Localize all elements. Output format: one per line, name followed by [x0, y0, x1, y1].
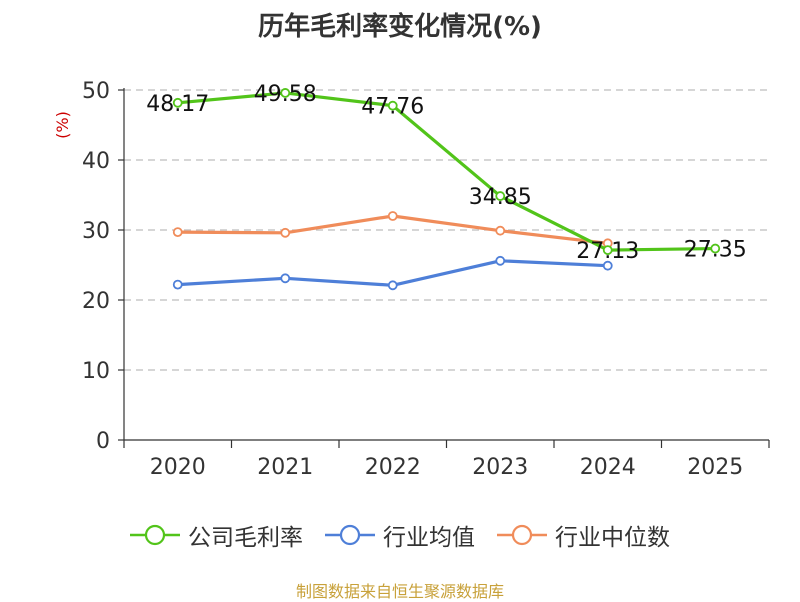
x-tick-label: 2022	[365, 455, 421, 480]
data-label: 49.58	[254, 82, 317, 107]
data-point	[495, 225, 506, 236]
data-point	[280, 273, 291, 284]
legend-item[interactable]: 行业均值	[325, 518, 475, 552]
legend-item[interactable]: 公司毛利率	[130, 518, 303, 552]
data-point	[172, 97, 183, 108]
legend-line-marker-icon	[497, 524, 547, 546]
legend-swatch-circle	[511, 524, 533, 546]
data-point	[495, 191, 506, 201]
y-tick-label: 50	[82, 79, 110, 104]
series	[172, 88, 721, 291]
legend-line-marker-icon	[325, 524, 375, 546]
y-tick-label: 40	[82, 149, 110, 174]
y-tick-label: 20	[82, 289, 110, 314]
data-point	[387, 100, 398, 111]
data-labels: 48.17 49.58 47.76 34.85 27.13 27.35	[146, 82, 746, 264]
data-label: 27.35	[684, 238, 747, 263]
legend-label: 行业中位数	[555, 525, 670, 551]
legend-label: 行业均值	[383, 525, 475, 551]
x-tick-label: 2021	[257, 455, 313, 480]
y-tick-label: 10	[82, 359, 110, 384]
grid-lines	[124, 89, 769, 371]
chart-title: 历年毛利率变化情况(%)	[258, 12, 542, 42]
legend-swatch-circle	[339, 524, 361, 546]
data-point	[172, 279, 183, 290]
data-point	[710, 243, 721, 254]
data-point	[280, 227, 291, 238]
data-point	[602, 260, 613, 271]
x-tick-label: 2023	[472, 455, 528, 480]
x-tick-label: 2024	[580, 455, 636, 480]
legend: 公司毛利率 行业均值 行业中位数	[0, 518, 800, 552]
x-tick-label: 2020	[150, 455, 206, 480]
data-label: 48.17	[146, 92, 209, 117]
data-point	[387, 280, 398, 291]
y-tick-label: 30	[82, 219, 110, 244]
data-point	[602, 245, 613, 255]
legend-item[interactable]: 行业中位数	[497, 518, 670, 552]
legend-swatch-circle	[144, 524, 166, 546]
data-point	[495, 255, 506, 266]
data-point	[172, 227, 183, 238]
y-axis-label: (%)	[53, 111, 72, 139]
axes: 0 10 20 30 40 50 2020 2021 2022 2023 2024 2025	[82, 79, 770, 480]
series-line	[177, 91, 716, 252]
data-label: 47.76	[361, 95, 424, 120]
source-note: 制图数据来自恒生聚源数据库	[295, 582, 504, 601]
legend-line-marker-icon	[130, 524, 180, 546]
y-tick-label: 0	[96, 429, 110, 454]
data-point	[387, 211, 398, 221]
data-label: 34.85	[469, 185, 532, 210]
data-label: 27.13	[576, 239, 639, 264]
x-tick-label: 2025	[687, 455, 743, 480]
data-point	[280, 88, 291, 98]
legend-label: 公司毛利率	[188, 525, 303, 551]
